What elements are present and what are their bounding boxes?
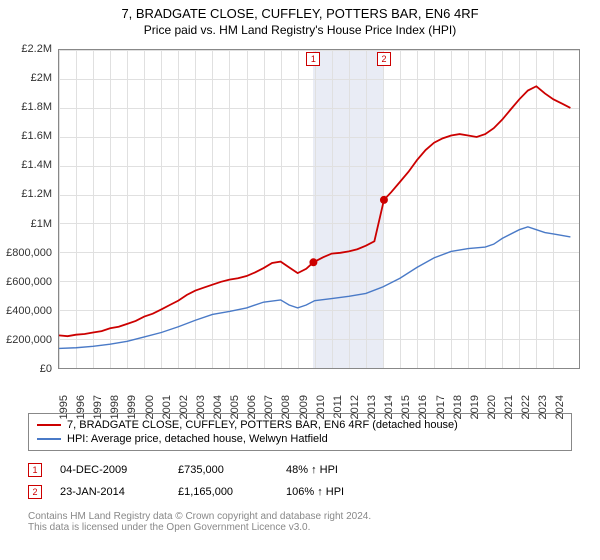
legend-swatch <box>37 438 61 440</box>
legend-label: HPI: Average price, detached house, Welw… <box>67 433 328 445</box>
x-tick-label: 2015 <box>400 395 412 419</box>
y-tick-label: £400,000 <box>6 305 52 317</box>
sale-point-2 <box>380 196 388 204</box>
sale-row-marker: 2 <box>28 485 42 499</box>
x-tick-label: 1995 <box>58 395 70 419</box>
x-tick-label: 2016 <box>417 395 429 419</box>
x-axis-labels: 1995199619971998199920002001200220032004… <box>58 371 580 407</box>
y-tick-label: £1.6M <box>21 130 52 142</box>
y-tick-label: £600,000 <box>6 276 52 288</box>
x-tick-label: 2018 <box>452 395 464 419</box>
series-property <box>59 86 570 336</box>
y-tick-label: £200,000 <box>6 334 52 346</box>
y-tick-label: £1.8M <box>21 101 52 113</box>
sale-date: 23-JAN-2014 <box>60 486 160 498</box>
sale-point-1 <box>309 258 317 266</box>
y-tick-label: £1.4M <box>21 159 52 171</box>
x-tick-label: 1996 <box>75 395 87 419</box>
x-tick-label: 2019 <box>469 395 481 419</box>
y-tick-label: £2M <box>31 72 52 84</box>
page-subtitle: Price paid vs. HM Land Registry's House … <box>0 23 600 37</box>
x-tick-label: 2017 <box>435 395 447 419</box>
legend-swatch <box>37 424 61 426</box>
sale-row-marker: 1 <box>28 463 42 477</box>
x-tick-label: 2012 <box>349 395 361 419</box>
x-tick-label: 2007 <box>263 395 275 419</box>
x-tick-label: 1999 <box>126 395 138 419</box>
x-tick-label: 2000 <box>144 395 156 419</box>
sale-date: 04-DEC-2009 <box>60 464 160 476</box>
x-tick-label: 2010 <box>315 395 327 419</box>
x-tick-label: 2008 <box>280 395 292 419</box>
x-tick-label: 2004 <box>212 395 224 419</box>
y-tick-label: £1M <box>31 218 52 230</box>
y-tick-label: £0 <box>40 363 52 375</box>
footer-line: This data is licensed under the Open Gov… <box>28 522 572 533</box>
y-tick-label: £2.2M <box>21 43 52 55</box>
x-tick-label: 2014 <box>383 395 395 419</box>
sale-price: £1,165,000 <box>178 486 268 498</box>
sale-marker-1: 1 <box>306 52 320 66</box>
sale-marker-2: 2 <box>377 52 391 66</box>
x-tick-label: 2009 <box>298 395 310 419</box>
y-tick-label: £1.2M <box>21 188 52 200</box>
sale-row: 1 04-DEC-2009 £735,000 48% ↑ HPI <box>28 459 572 481</box>
x-tick-label: 1997 <box>92 395 104 419</box>
series-hpi <box>59 227 570 349</box>
x-tick-label: 2006 <box>246 395 258 419</box>
sale-row: 2 23-JAN-2014 £1,165,000 106% ↑ HPI <box>28 481 572 503</box>
x-tick-label: 2024 <box>554 395 566 419</box>
x-tick-label: 2011 <box>332 395 344 419</box>
x-tick-label: 2020 <box>486 395 498 419</box>
y-axis-labels: £0£200,000£400,000£600,000£800,000£1M£1.… <box>14 49 56 369</box>
x-tick-label: 2021 <box>503 395 515 419</box>
x-tick-label: 2013 <box>366 395 378 419</box>
footer-attribution: Contains HM Land Registry data © Crown c… <box>28 511 572 533</box>
legend-label: 7, BRADGATE CLOSE, CUFFLEY, POTTERS BAR,… <box>67 419 458 431</box>
sale-price: £735,000 <box>178 464 268 476</box>
x-tick-label: 2002 <box>178 395 190 419</box>
legend-item: 7, BRADGATE CLOSE, CUFFLEY, POTTERS BAR,… <box>37 418 563 432</box>
y-tick-label: £800,000 <box>6 247 52 259</box>
sale-events: 1 04-DEC-2009 £735,000 48% ↑ HPI 2 23-JAN-201… <box>28 459 572 503</box>
page-title: 7, BRADGATE CLOSE, CUFFLEY, POTTERS BAR,… <box>0 6 600 21</box>
legend-item: HPI: Average price, detached house, Welw… <box>37 432 563 446</box>
plot-area: 12 <box>58 49 580 369</box>
footer-line: Contains HM Land Registry data © Crown c… <box>28 511 572 522</box>
x-tick-label: 2022 <box>520 395 532 419</box>
x-tick-label: 2003 <box>195 395 207 419</box>
sale-pct: 106% ↑ HPI <box>286 486 366 498</box>
x-tick-label: 2001 <box>161 395 173 419</box>
x-tick-label: 2005 <box>229 395 241 419</box>
sale-pct: 48% ↑ HPI <box>286 464 366 476</box>
x-tick-label: 1998 <box>109 395 121 419</box>
chart-series <box>59 50 579 369</box>
x-tick-label: 2023 <box>537 395 549 419</box>
chart-container: £0£200,000£400,000£600,000£800,000£1M£1.… <box>14 45 586 407</box>
